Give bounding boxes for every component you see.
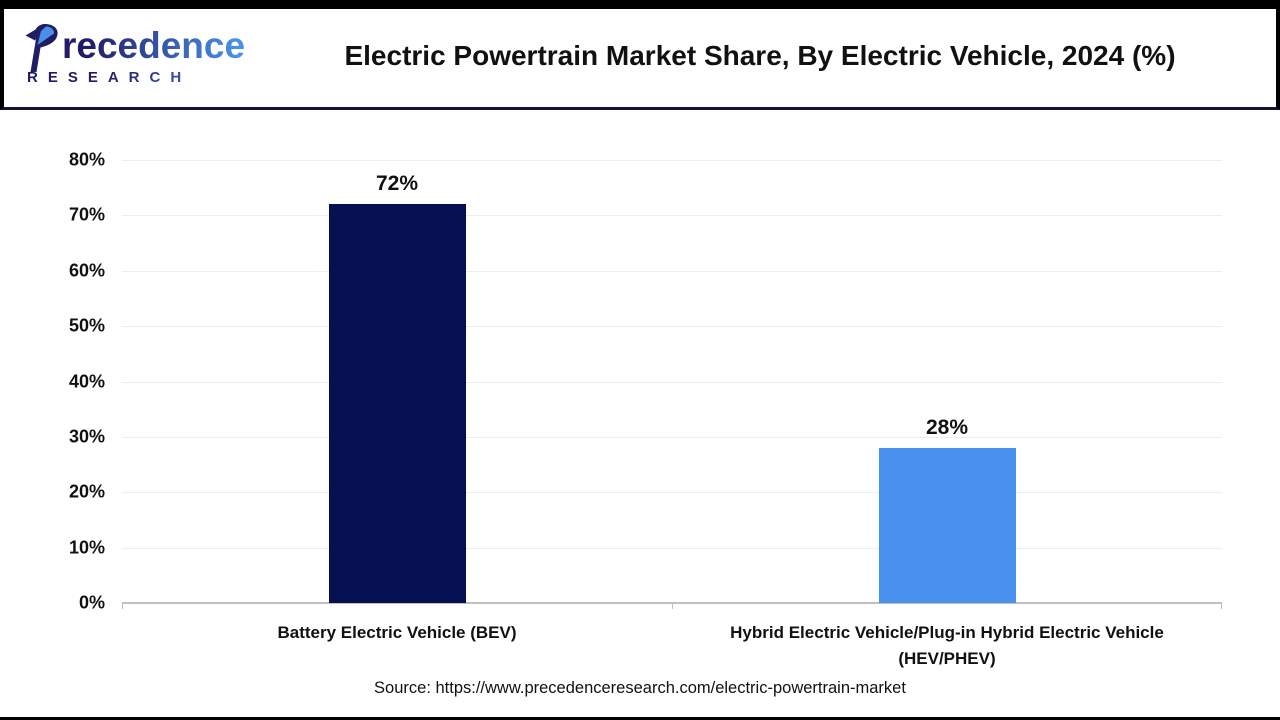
gridline — [122, 547, 1222, 549]
gridline — [122, 270, 1222, 272]
x-axis-category-label-line: Battery Electric Vehicle (BEV) — [277, 623, 517, 642]
chart-title: Electric Powertrain Market Share, By Ele… — [344, 40, 1176, 71]
gridline — [122, 215, 1222, 217]
bar-bev — [328, 204, 466, 603]
gridline — [122, 160, 1222, 161]
plot-area: 72% 28% — [122, 160, 1222, 609]
y-axis-tick-label: 60% — [68, 260, 105, 281]
bar-value-label: 28% — [925, 415, 969, 439]
bar-value-label: 72% — [375, 172, 419, 196]
x-axis-tick — [672, 603, 673, 609]
x-axis-tick — [122, 603, 123, 609]
x-axis-tick — [1221, 603, 1222, 609]
y-axis-tick-label: 30% — [68, 426, 105, 447]
logo-wordmark: recedence — [62, 22, 245, 70]
y-axis-tick-label: 70% — [68, 204, 105, 225]
y-axis-tick-label: 10% — [68, 537, 105, 558]
y-axis-tick-label: 80% — [68, 149, 105, 170]
x-axis-category-label: Hybrid Electric Vehicle/Plug-in Hybrid E… — [647, 620, 1247, 672]
y-axis-tick-label: 20% — [68, 481, 105, 502]
gridline — [122, 326, 1222, 328]
source-text: Source: https://www.precedenceresearch.c… — [374, 679, 906, 697]
bottom-rule — [0, 717, 1280, 720]
precedence-logo-icon — [25, 24, 58, 72]
y-axis-tick-label: 50% — [68, 315, 105, 336]
x-axis-category-label-line: (HEV/PHEV) — [898, 649, 996, 668]
bar-hev-phev — [878, 447, 1016, 603]
header: recedence RESEARCH Electric Powertrain M… — [0, 0, 1280, 110]
gridline — [122, 492, 1222, 494]
x-axis-labels: Battery Electric Vehicle (BEV) Hybrid Ele… — [122, 620, 1222, 680]
precedence-logo: recedence RESEARCH — [24, 22, 274, 88]
y-axis-tick-label: 0% — [78, 592, 105, 613]
gridline — [122, 436, 1222, 438]
x-axis-category-label: Battery Electric Vehicle (BEV) — [97, 620, 697, 646]
x-axis-category-label-line: Hybrid Electric Vehicle/Plug-in Hybrid E… — [730, 623, 1164, 642]
y-axis: 80% 70% 60% 50% 40% 30% 20% 10% 0% — [0, 150, 105, 613]
y-axis-tick-label: 40% — [68, 371, 105, 391]
logo-research-label: RESEARCH — [27, 68, 274, 88]
gridline — [122, 381, 1222, 383]
logo-wordmark-text: recedence — [62, 25, 246, 66]
